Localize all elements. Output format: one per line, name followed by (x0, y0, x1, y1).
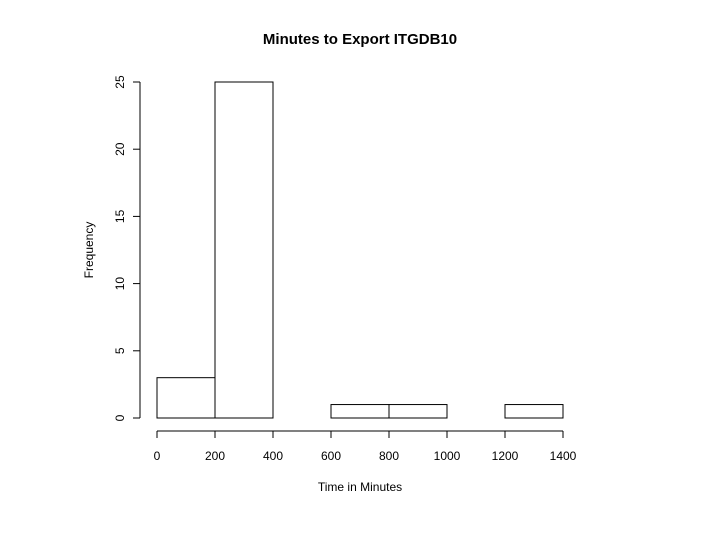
x-tick-label: 1200 (492, 449, 519, 463)
x-axis-title: Time in Minutes (318, 480, 402, 494)
x-tick-label: 1000 (434, 449, 461, 463)
x-tick-label: 0 (154, 449, 161, 463)
x-tick-label: 1400 (550, 449, 577, 463)
chart-title: Minutes to Export ITGDB10 (263, 31, 457, 48)
y-tick-label: 0 (113, 414, 127, 421)
x-tick-label: 600 (321, 449, 341, 463)
bar (214, 81, 274, 419)
bar (156, 377, 216, 419)
y-tick-label: 15 (113, 209, 127, 223)
y-axis-title: Frequency (82, 222, 96, 279)
bar (388, 404, 448, 419)
x-tick-label: 800 (379, 449, 399, 463)
bar (504, 404, 564, 419)
y-tick-label: 20 (113, 142, 127, 156)
y-tick-label: 10 (113, 277, 127, 291)
x-tick-label: 400 (263, 449, 283, 463)
y-tick-label: 5 (113, 347, 127, 354)
y-tick-label: 25 (113, 75, 127, 89)
x-tick-label: 200 (205, 449, 225, 463)
bar (330, 404, 390, 419)
